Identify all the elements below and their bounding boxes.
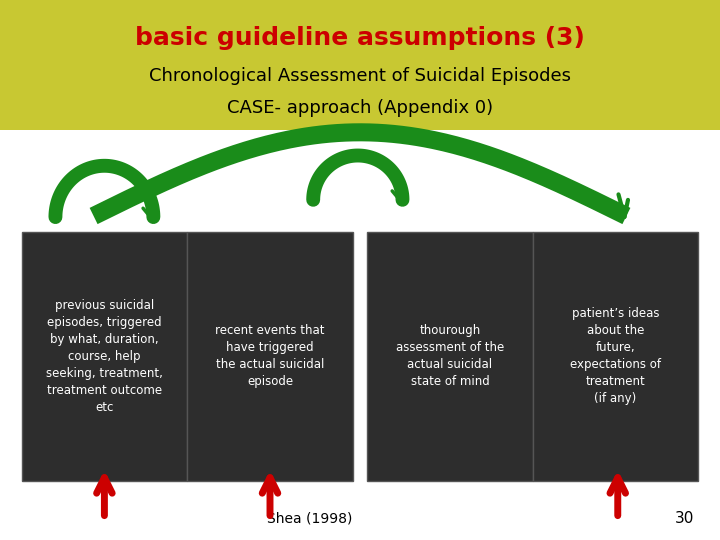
Text: Shea (1998): Shea (1998) xyxy=(267,511,352,525)
Text: previous suicidal
episodes, triggered
by what, duration,
course, help
seeking, t: previous suicidal episodes, triggered by… xyxy=(46,299,163,414)
Text: thourough
assessment of the
actual suicidal
state of mind: thourough assessment of the actual suici… xyxy=(396,325,504,388)
Text: CASE- approach (Appendix 0): CASE- approach (Appendix 0) xyxy=(227,99,493,117)
Text: patient’s ideas
about the
future,
expectations of
treatment
(if any): patient’s ideas about the future, expect… xyxy=(570,307,661,406)
FancyBboxPatch shape xyxy=(533,232,698,481)
Text: 30: 30 xyxy=(675,511,693,526)
FancyBboxPatch shape xyxy=(367,232,533,481)
Text: recent events that
have triggered
the actual suicidal
episode: recent events that have triggered the ac… xyxy=(215,325,325,388)
Text: basic guideline assumptions (3): basic guideline assumptions (3) xyxy=(135,26,585,50)
FancyBboxPatch shape xyxy=(0,0,720,130)
Text: Chronological Assessment of Suicidal Episodes: Chronological Assessment of Suicidal Epi… xyxy=(149,66,571,85)
FancyBboxPatch shape xyxy=(187,232,353,481)
FancyBboxPatch shape xyxy=(22,232,187,481)
